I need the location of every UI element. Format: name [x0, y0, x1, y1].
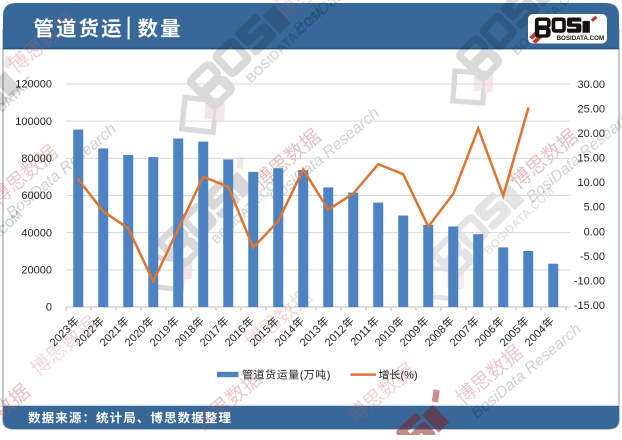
svg-text:0: 0 — [46, 302, 52, 314]
svg-text:30.00: 30.00 — [577, 79, 605, 91]
svg-text:-10.00: -10.00 — [574, 275, 605, 287]
svg-text:0.00: 0.00 — [584, 226, 605, 238]
svg-text:): ) — [327, 369, 331, 381]
svg-text:15.00: 15.00 — [577, 153, 605, 165]
svg-text:20000: 20000 — [21, 264, 52, 276]
svg-text:-15.00: -15.00 — [574, 300, 605, 312]
svg-text:20.00: 20.00 — [577, 128, 605, 140]
svg-text:100000: 100000 — [15, 116, 52, 128]
svg-text:60000: 60000 — [21, 190, 52, 202]
svg-text:-5.00: -5.00 — [580, 251, 605, 263]
svg-text:5.00: 5.00 — [584, 202, 605, 214]
svg-text:40000: 40000 — [21, 227, 52, 239]
svg-text:120000: 120000 — [15, 79, 52, 91]
svg-text:(: ( — [300, 369, 304, 381]
svg-text:80000: 80000 — [21, 153, 52, 165]
svg-text:25.00: 25.00 — [577, 103, 605, 115]
svg-text:BOSIDATA.COM: BOSIDATA.COM — [557, 35, 605, 42]
svg-text:10.00: 10.00 — [577, 177, 605, 189]
svg-text:(%): (%) — [401, 369, 418, 381]
